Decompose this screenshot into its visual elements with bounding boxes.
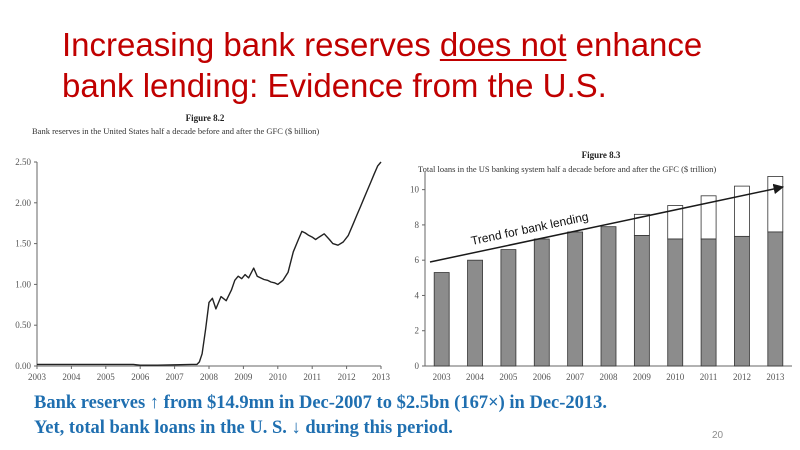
right-x-tick-label: 2013 (766, 372, 785, 382)
left-x-tick-label: 2013 (372, 372, 391, 382)
slide-title: Increasing bank reserves does not enhanc… (62, 24, 762, 106)
left-x-tick-label: 2007 (166, 372, 185, 382)
bar-filled (700, 238, 717, 367)
bar-filled (600, 226, 617, 367)
right-x-tick-label: 2003 (433, 372, 452, 382)
bar-filled (433, 272, 450, 367)
right-x-tick-label: 2011 (700, 372, 718, 382)
trend-arrow (429, 183, 785, 263)
left-x-tick-label: 2008 (200, 372, 219, 382)
left-x-tick-label: 2010 (269, 372, 288, 382)
title-emphasis: does not (439, 26, 567, 63)
right-y-tick-label: 6 (415, 255, 420, 265)
right-x-tick-label: 2006 (533, 372, 552, 382)
figure-8-3-caption: Total loans in the US banking system hal… (418, 164, 717, 174)
left-y-tick-label: 0.00 (15, 361, 31, 371)
right-y-tick-label: 0 (415, 361, 420, 371)
bar-filled (500, 249, 517, 367)
right-x-tick-label: 2007 (566, 372, 585, 382)
bar-filled (734, 235, 750, 367)
left-x-tick-label: 2005 (97, 372, 116, 382)
bar-filled (767, 231, 784, 367)
left-y-tick-label: 2.00 (15, 198, 31, 208)
footer-line-2: Yet, total bank loans in the U. S. ↓ dur… (34, 418, 453, 438)
title-part3: enhance (566, 26, 703, 63)
bar-total-outline (767, 176, 784, 233)
left-x-tick-label: 2009 (234, 372, 253, 382)
left-y-tick-label: 0.50 (15, 320, 31, 330)
right-x-tick-label: 2012 (733, 372, 751, 382)
right-y-tick-label: 10 (410, 185, 420, 195)
figure-8-2-caption: Bank reserves in the United States half … (32, 126, 320, 136)
right-x-tick-label: 2008 (600, 372, 619, 382)
right-x-tick-label: 2004 (466, 372, 485, 382)
right-x-tick-label: 2009 (633, 372, 652, 382)
bar-filled (467, 259, 483, 367)
page-number: 20 (712, 430, 724, 441)
bar-filled (533, 238, 550, 367)
left-x-tick-label: 2006 (131, 372, 150, 382)
title-line2: bank lending: Evidence from the U.S. (62, 67, 607, 104)
footer-text: Bank reserves ↑ from $14.9mn in Dec-2007… (34, 391, 754, 441)
left-y-tick-label: 1.50 (15, 239, 31, 249)
bar-filled (667, 238, 684, 367)
left-y-tick-label: 2.50 (15, 157, 31, 167)
left-x-tick-label: 2004 (62, 372, 81, 382)
bar-filled (567, 231, 584, 367)
left-x-tick-label: 2003 (28, 372, 47, 382)
right-x-tick-label: 2005 (499, 372, 518, 382)
title-part1: Increasing bank reserves (62, 26, 440, 63)
right-y-tick-label: 8 (415, 220, 420, 230)
left-x-tick-label: 2012 (338, 372, 356, 382)
figure-8-2-label: Figure 8.2 (185, 113, 225, 123)
figure-8-3-label: Figure 8.3 (581, 150, 621, 160)
left-x-tick-label: 2011 (303, 372, 321, 382)
footer-line-1: Bank reserves ↑ from $14.9mn in Dec-2007… (34, 393, 608, 413)
right-y-tick-label: 2 (415, 326, 420, 336)
right-y-tick-label: 4 (415, 290, 420, 300)
bar-filled (633, 235, 650, 367)
left-y-tick-label: 1.00 (15, 279, 31, 289)
reserves-series-line (37, 161, 382, 366)
bar-total-outline (734, 185, 750, 237)
right-x-tick-label: 2010 (666, 372, 685, 382)
